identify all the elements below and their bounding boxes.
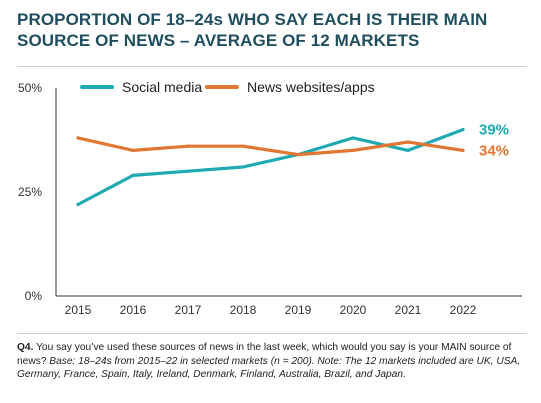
data-point [461,148,465,152]
series-line-social-media [76,127,465,207]
footnote-question-label: Q4. [17,342,34,353]
data-point [406,148,410,152]
data-point [76,202,80,207]
x-tick-label: 2020 [340,303,367,317]
chart-title: PROPORTION OF 18–24s WHO SAY EACH IS THE… [17,9,527,51]
chart-title-line-2: SOURCE OF NEWS – AVERAGE OF 12 MARKETS [17,31,420,50]
bottom-divider [17,333,527,334]
y-tick-label: 50% [18,81,42,95]
end-value-label: 39% [479,122,509,139]
top-divider [17,66,527,67]
x-tick-label: 2015 [65,303,92,317]
footnote-question: You say you’ve used these sources of new… [17,342,512,367]
y-tick-label: 0% [25,289,43,303]
data-point [296,152,300,157]
x-tick-label: 2018 [230,303,257,317]
chart-area: 0% 25% 50% 2015 2016 2017 2018 2019 2020 2021 2022… [0,70,541,330]
footnote-base: Base: 18–24s from 2015–22 in selected ma… [17,355,521,381]
x-tick-label: 2022 [450,303,477,317]
legend-label: News websites/apps [247,79,375,95]
data-point [186,169,190,173]
data-point [241,165,245,169]
x-tick-label: 2019 [285,303,312,317]
data-point [241,144,245,148]
y-tick-label: 25% [18,185,42,199]
chart-title-line-1: PROPORTION OF 18–24s WHO SAY EACH IS THE… [17,10,488,29]
data-point [351,148,355,152]
footnote: Q4. You say you’ve used these sources of… [17,341,529,382]
data-point [76,136,80,140]
series-line-news-websites-apps [76,136,465,157]
line-chart: 0% 25% 50% 2015 2016 2017 2018 2019 2020 2021 2022… [18,79,522,317]
data-point [186,144,190,148]
data-point [131,148,135,152]
legend-label: Social media [122,79,202,95]
x-tick-label: 2021 [395,303,422,317]
data-point [406,140,410,144]
data-point [461,128,465,132]
end-value-label: 34% [479,142,509,159]
x-tick-label: 2016 [120,303,147,317]
data-point [351,136,355,140]
x-tick-label: 2017 [175,303,202,317]
data-point [131,173,135,177]
